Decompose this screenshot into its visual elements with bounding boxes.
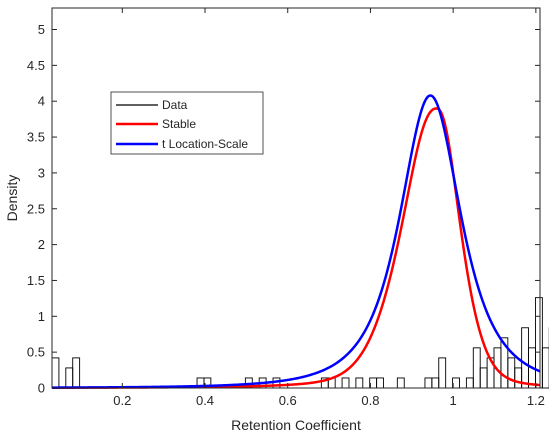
y-tick-label: 1.5 bbox=[27, 273, 45, 288]
histogram-bar bbox=[541, 347, 549, 389]
legend-label-t-location-scale: t Location-Scale bbox=[162, 137, 248, 151]
y-axis-ticks: 0 0.5 1 1.5 2 2.5 3 3.5 4 4.5 5 bbox=[27, 22, 540, 396]
x-tick-label: 0.2 bbox=[113, 393, 131, 408]
x-axis-label: Retention Coefficient bbox=[231, 417, 361, 433]
y-tick-label: 0 bbox=[38, 381, 45, 396]
x-tick-label: 0.4 bbox=[196, 393, 214, 408]
x-axis-ticks: 0.2 0.4 0.6 0.8 1 1.2 bbox=[113, 8, 545, 408]
y-tick-label: 0.5 bbox=[27, 345, 45, 360]
y-tick-label: 3.5 bbox=[27, 130, 45, 145]
y-tick-label: 1 bbox=[38, 309, 45, 324]
y-tick-label: 4.5 bbox=[27, 58, 45, 73]
x-tick-label: 1 bbox=[450, 393, 457, 408]
legend-label-stable: Stable bbox=[162, 117, 196, 131]
y-tick-label: 5 bbox=[38, 22, 45, 37]
fit-curve-t-location-scale bbox=[51, 94, 541, 389]
y-tick-label: 2.5 bbox=[27, 201, 45, 216]
x-tick-label: 1.2 bbox=[527, 393, 545, 408]
x-tick-label: 0.6 bbox=[279, 393, 297, 408]
y-tick-label: 2 bbox=[38, 237, 45, 252]
y-axis-label: Density bbox=[4, 175, 20, 222]
y-tick-label: 3 bbox=[38, 165, 45, 180]
legend-label-data: Data bbox=[162, 98, 188, 112]
plot-frame bbox=[51, 7, 541, 389]
legend: Data Stable t Location-Scale bbox=[110, 91, 264, 155]
y-tick-label: 4 bbox=[38, 94, 45, 109]
x-tick-label: 0.8 bbox=[361, 393, 379, 408]
plot-area bbox=[52, 8, 540, 388]
